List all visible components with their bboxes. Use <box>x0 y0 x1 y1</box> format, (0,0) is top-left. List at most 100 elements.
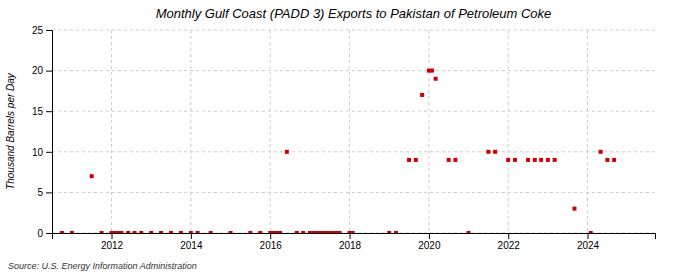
point <box>189 231 193 233</box>
point <box>295 231 299 233</box>
point <box>526 158 530 162</box>
point <box>546 158 550 162</box>
point <box>113 231 117 233</box>
point <box>513 158 517 162</box>
point <box>351 231 355 233</box>
point <box>387 231 391 233</box>
tick-label: 10 <box>32 147 44 158</box>
point <box>539 158 543 162</box>
tick: 15 <box>32 106 52 117</box>
point <box>301 231 305 233</box>
point <box>612 158 616 162</box>
point <box>258 231 262 233</box>
point <box>100 231 104 233</box>
grid-line <box>587 30 588 233</box>
chart: 2012 2014 2016 2018 2020 2022 2024 0 5 10 15 20 25 Mo… <box>0 0 675 275</box>
tick: 25 <box>32 25 52 36</box>
tick: 5 <box>37 187 52 198</box>
point <box>414 158 418 162</box>
point <box>394 231 398 233</box>
tick-mark <box>46 71 52 72</box>
point <box>420 93 424 97</box>
grid-line <box>349 30 350 233</box>
point <box>119 231 123 233</box>
tick-mark <box>270 233 271 239</box>
point <box>553 158 557 162</box>
y-axis: 0 5 10 15 20 25 <box>32 25 53 239</box>
tick: 2024 <box>577 233 600 251</box>
tick-label: 5 <box>37 187 43 198</box>
grid <box>52 30 655 233</box>
point <box>271 231 275 233</box>
grid-line <box>52 151 655 152</box>
point <box>90 174 94 178</box>
tick-label: 2020 <box>418 240 441 251</box>
point <box>407 158 411 162</box>
point <box>453 158 457 162</box>
point <box>605 158 609 162</box>
point <box>572 207 576 211</box>
tick: 2020 <box>418 233 441 251</box>
point <box>70 231 74 233</box>
point <box>467 231 471 233</box>
point <box>533 158 537 162</box>
tick-label: 0 <box>37 228 43 239</box>
tick: 2012 <box>101 233 124 251</box>
x-axis: 2012 2014 2016 2018 2020 2022 2024 <box>53 233 656 251</box>
grid-line <box>190 30 191 233</box>
tick: 0 <box>37 228 52 239</box>
point <box>139 231 143 233</box>
point <box>126 231 130 233</box>
point <box>506 158 510 162</box>
grid-line <box>52 70 655 71</box>
tick-mark <box>429 233 430 239</box>
point <box>196 231 200 233</box>
grid-line <box>52 30 655 31</box>
point <box>229 231 233 233</box>
point <box>133 231 137 233</box>
point <box>486 150 490 154</box>
point <box>159 231 163 233</box>
point <box>179 231 183 233</box>
tick-label: 2014 <box>180 240 203 251</box>
tick-label: 25 <box>32 25 44 36</box>
tick: 2016 <box>260 233 283 251</box>
grid-line <box>270 30 271 233</box>
tick-mark <box>112 233 113 239</box>
axis-line <box>46 31 53 234</box>
tick-mark <box>588 233 589 239</box>
grid-line <box>111 30 112 233</box>
grid-line <box>52 192 655 193</box>
tick-label: 15 <box>32 106 44 117</box>
tick: 2014 <box>180 233 203 251</box>
axis-line <box>53 234 656 240</box>
point <box>285 150 289 154</box>
tick: 20 <box>32 65 52 76</box>
tick-label: 20 <box>32 65 44 76</box>
tick: 2022 <box>498 233 521 251</box>
tick-mark <box>46 152 52 153</box>
grid-line <box>52 111 655 112</box>
grid-line <box>428 30 429 233</box>
plot: 2012 2014 2016 2018 2020 2022 2024 0 5 10 15 20 25 <box>32 25 656 251</box>
tick: 2018 <box>339 233 362 251</box>
tick-mark <box>46 111 52 112</box>
point <box>599 150 603 154</box>
point <box>493 150 497 154</box>
point <box>331 231 335 233</box>
tick: 10 <box>32 147 52 158</box>
point <box>60 231 64 233</box>
title: Monthly Gulf Coast (PADD 3) Exports to P… <box>156 6 552 21</box>
annotation: Source: U.S. Energy Information Administ… <box>8 261 197 271</box>
tick-mark <box>508 233 509 239</box>
point <box>149 231 153 233</box>
tick-label: 2016 <box>260 240 283 251</box>
tick-mark <box>350 233 351 239</box>
grid-line <box>508 30 509 233</box>
point <box>311 231 315 233</box>
point <box>321 231 325 233</box>
tick-label: 2022 <box>498 240 521 251</box>
point <box>248 231 252 233</box>
tick-mark <box>46 30 52 31</box>
point <box>169 231 173 233</box>
